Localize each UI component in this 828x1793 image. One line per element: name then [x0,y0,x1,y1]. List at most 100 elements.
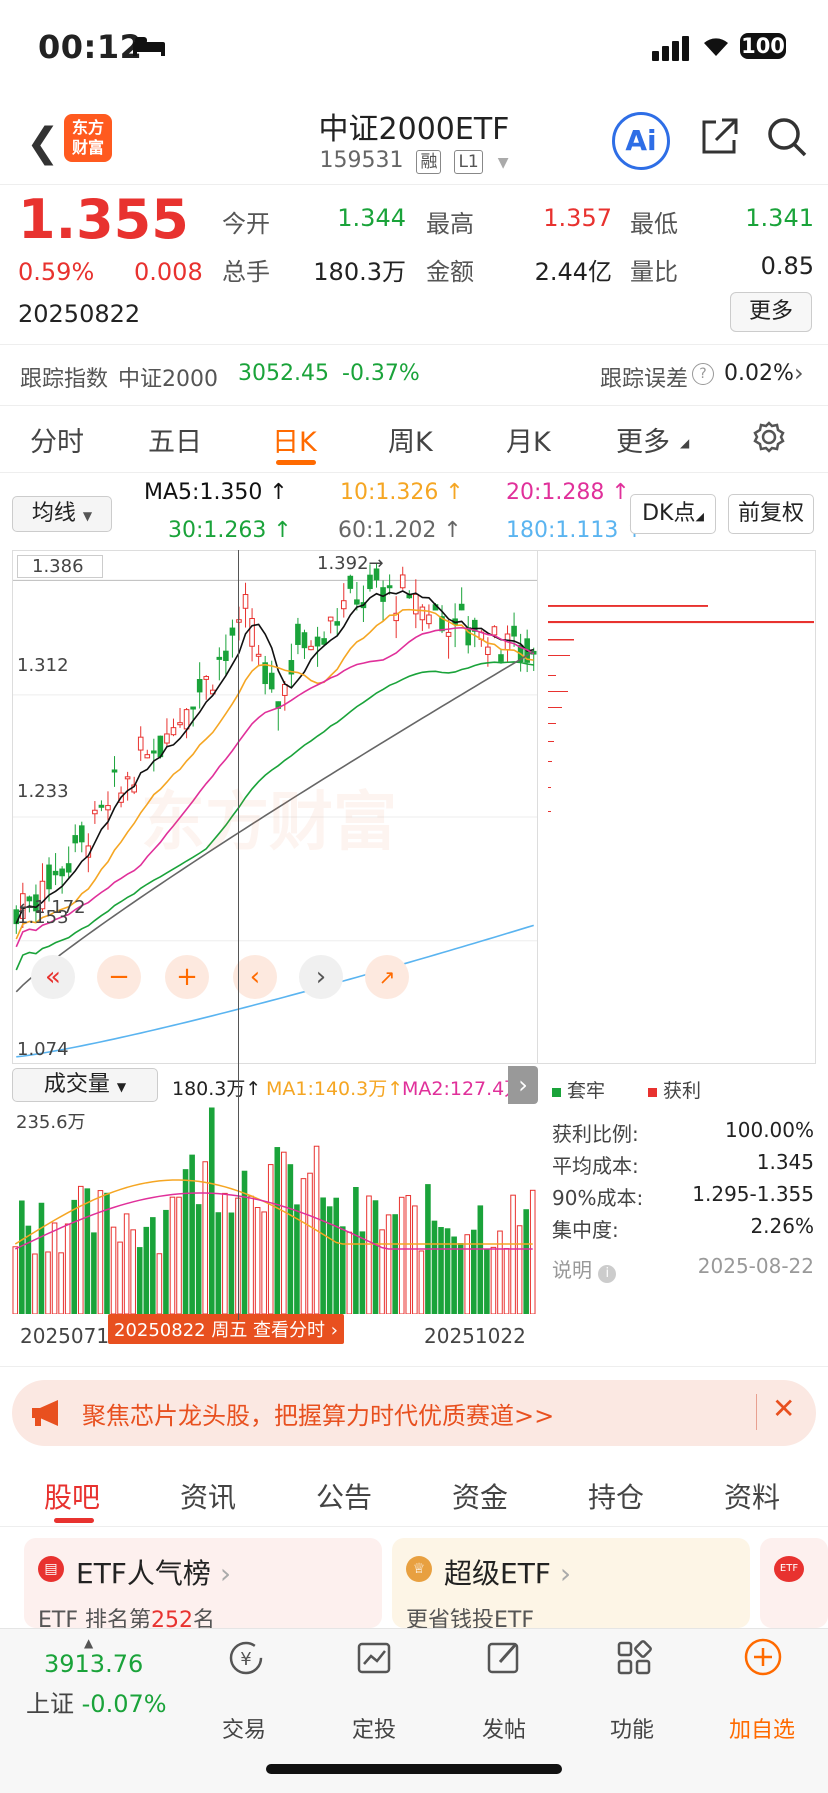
tab-news[interactable]: 资讯 [180,1481,237,1514]
volume-bar [418,1250,425,1315]
indicator-selector[interactable]: 均线 ▼ [12,496,112,532]
etf-popularity-card[interactable]: ▤ ETF人气榜 › ETF 排名第252名 [24,1538,382,1633]
ai-button[interactable]: Ai [612,112,670,170]
dk-point-button[interactable]: DK点◢ [630,494,716,534]
tab-monthly-k[interactable]: 月K [506,427,551,458]
megaphone-icon [32,1400,58,1426]
card-title: 超级ETF › [444,1557,572,1590]
tab-profile[interactable]: 资料 [724,1481,781,1514]
candle-body [242,594,249,609]
open-label: 今开 [222,210,270,238]
volume-bar [457,1243,464,1315]
nav-post[interactable]: 发帖 [481,1718,526,1743]
volume-ratio-value: 0.85 [760,252,814,280]
volume-bar [143,1226,150,1315]
low-value: 1.341 [745,204,814,232]
volume-bar [392,1214,398,1315]
tab-funds[interactable]: 资金 [452,1481,509,1514]
move-right-button[interactable]: › [299,955,343,999]
chart-bar-icon: ▤ [38,1556,64,1582]
search-icon[interactable] [766,116,808,158]
concentration-label: 集中度: [552,1218,619,1242]
candle-body [426,614,432,625]
volume-bar [477,1205,484,1315]
tab-daily-k[interactable]: 日K [272,427,317,458]
high-label: 最高 [426,210,474,238]
volume-bar [412,1205,418,1315]
scroll-far-left-button[interactable]: « [31,955,75,999]
more-button[interactable]: 更多 [730,292,812,332]
chip-bar [548,675,556,676]
candle-body [92,809,98,815]
tab-five-day[interactable]: 五日 [148,427,202,458]
promo-banner[interactable]: 聚焦芯片龙头股，把握算力时代优质赛道>> ✕ [12,1380,816,1446]
settings-gear-icon[interactable] [752,420,786,454]
candle-body [445,631,452,637]
tracking-row[interactable]: 跟踪指数 中证2000 3052.45 -0.37% 跟踪误差 ? 0.02% … [0,344,828,406]
adjust-button[interactable]: 前复权 [728,494,814,534]
candle-body [314,636,321,647]
ma180-value: 180:1.113 ↑ [506,518,644,543]
tab-forum[interactable]: 股吧 [44,1481,101,1514]
chevron-right-icon: › [794,359,804,387]
volume-bar [97,1190,104,1315]
nav-fixed-invest[interactable]: 定投 [351,1718,396,1743]
candle-body [282,683,288,696]
volume-bar [529,1189,536,1315]
candle-body [393,612,399,622]
volume-bar [32,1253,38,1315]
tab-weekly-k[interactable]: 周K [388,427,433,458]
tracking-error-value: 0.02% [724,361,794,386]
candle-body [354,599,360,605]
volume-chart[interactable]: 235.6万 20250710 20251022 20250822 周五 查看分… [12,1104,538,1348]
nav-trade[interactable]: 交易 [221,1718,266,1743]
volume-bar [169,1196,176,1315]
zoom-out-button[interactable]: − [97,955,141,999]
candle-body [321,638,327,645]
fullscreen-button[interactable]: ↗ [365,955,409,999]
app-logo: 东方 财富 [64,114,112,162]
nav-add-watchlist[interactable]: 加自选 [728,1718,795,1743]
avg-cost-value: 1.345 [756,1150,814,1174]
candle-body [65,863,72,873]
candle-body [52,870,59,876]
volume-bar [104,1192,110,1315]
tab-intraday[interactable]: 分时 [30,427,84,458]
share-icon[interactable] [700,116,740,156]
tab-more[interactable]: 更多 [616,427,670,458]
chip-bar [548,605,708,607]
volume-selector[interactable]: 成交量 ▼ [12,1068,158,1102]
stock-code-row[interactable]: 159531 融 L1 ▼ [0,148,828,174]
candle-body [491,626,498,636]
tracking-index-value: 3052.45 [238,361,329,386]
tab-announcements[interactable]: 公告 [316,1481,373,1514]
expand-chevron-icon[interactable]: › [508,1066,538,1104]
kline-chart[interactable]: 1.386 1.312 1.233 1.153 1.074 1.392→ ←1.… [12,550,538,1064]
zoom-in-button[interactable]: + [165,955,209,999]
etf-card-partial[interactable]: ETF [760,1538,828,1628]
move-left-button[interactable]: ‹ [233,955,277,999]
volume-bar [64,1223,71,1315]
super-etf-card[interactable]: ♕ 超级ETF › 更省钱投ETF [392,1538,750,1633]
nav-index[interactable]: 上证 -0.07% [26,1690,167,1718]
volume-bar [228,1212,235,1315]
ma10-line [15,608,534,940]
profit-ratio-label: 获利比例: [552,1122,639,1146]
crosshair-date-tag[interactable]: 20250822 周五 查看分时 › [108,1314,344,1344]
card-title: ETF人气榜 › [76,1557,232,1590]
candle-body [190,706,196,710]
candle-body [170,727,177,736]
y-tick-2: 1.312 [17,655,69,676]
help-icon[interactable]: ? [692,363,714,385]
back-icon[interactable]: ❮ [26,120,60,166]
candle-body [59,868,65,877]
nav-functions[interactable]: 功能 [609,1718,654,1743]
high-value: 1.357 [543,204,612,232]
close-icon[interactable]: ✕ [772,1392,796,1425]
nav-index-value[interactable]: ▲ 3913.76 [44,1636,144,1678]
amount-value: 2.44亿 [534,258,612,286]
chip-note[interactable]: 说明 i [552,1254,617,1283]
change-percent: 0.59% [18,258,95,286]
candle-body [111,769,118,773]
tab-holdings[interactable]: 持仓 [588,1481,645,1514]
